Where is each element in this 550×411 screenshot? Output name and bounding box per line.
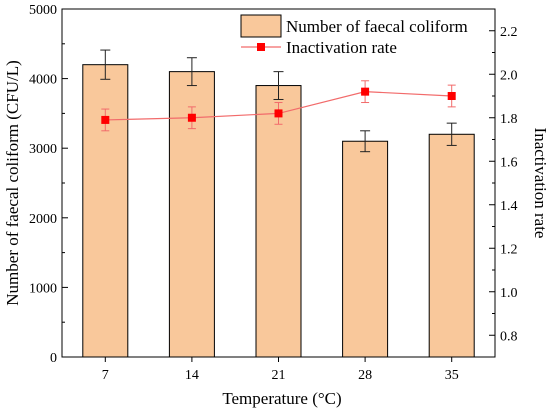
line-point xyxy=(274,109,283,118)
line-point xyxy=(361,87,370,96)
y-right-tick-label: 1.6 xyxy=(500,155,518,170)
y-left-tick-label: 1000 xyxy=(29,281,57,296)
y-right-tick-label: 1.0 xyxy=(500,286,518,301)
legend-swatch-bar xyxy=(240,14,282,38)
bar xyxy=(342,140,389,358)
x-tick-label: 28 xyxy=(358,368,372,383)
axes-layer: 0 1000 2000 3000 4000 5000 0.8 1.0 1.2 1.4 1.6 1.8 2… xyxy=(29,3,518,383)
y-axis-right-title: Inactivation rate xyxy=(531,128,550,239)
line-point xyxy=(187,113,196,122)
legend: Number of faecal coliform Inactivation r… xyxy=(240,14,468,57)
line-point xyxy=(101,115,110,124)
x-axis-title: Temperature (°C) xyxy=(222,389,341,408)
bar xyxy=(428,133,475,358)
y-right-tick-label: 2.0 xyxy=(500,68,518,83)
x-tick-label: 14 xyxy=(185,368,199,383)
y-left-tick-label: 5000 xyxy=(29,3,57,18)
x-tick-label: 7 xyxy=(102,368,109,383)
y-right-tick-label: 0.8 xyxy=(500,329,518,344)
x-tick-label: 21 xyxy=(272,368,286,383)
y-left-tick-label: 2000 xyxy=(29,212,57,227)
y-left-tick-label: 0 xyxy=(50,351,57,366)
line-point xyxy=(447,92,456,100)
legend-swatch-marker xyxy=(257,43,265,51)
line-series-layer xyxy=(101,80,456,132)
bar xyxy=(255,85,302,358)
legend-label-line: Inactivation rate xyxy=(286,38,397,57)
y-right-tick-label: 2.2 xyxy=(500,25,518,40)
y-left-tick-label: 3000 xyxy=(29,142,57,157)
x-tick-label: 35 xyxy=(445,368,459,383)
bars-layer xyxy=(82,49,475,358)
y-axis-left-title: Number of faecal coliform (CFU/L) xyxy=(3,60,22,305)
y-right-tick-label: 1.2 xyxy=(500,242,518,257)
bar xyxy=(82,64,129,358)
y-right-tick-label: 1.8 xyxy=(500,112,518,127)
y-left-tick-label: 4000 xyxy=(29,73,57,88)
y-right-tick-label: 1.4 xyxy=(500,199,518,214)
legend-label-bar: Number of faecal coliform xyxy=(286,17,468,36)
